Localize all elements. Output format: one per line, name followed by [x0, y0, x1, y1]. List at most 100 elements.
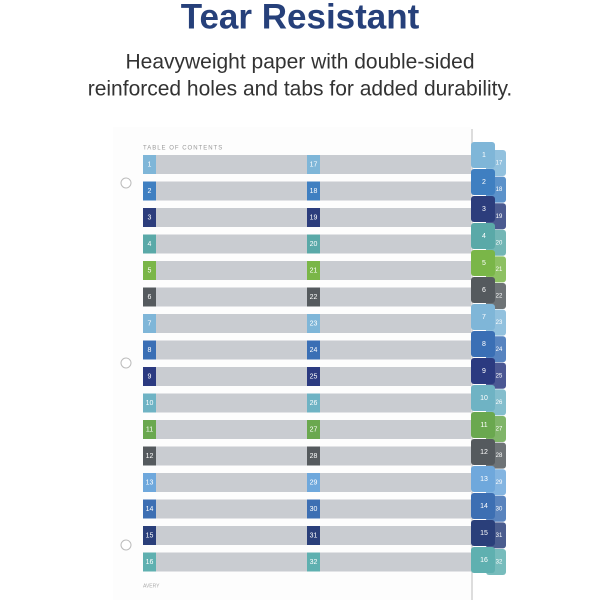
row-number: 18: [310, 188, 318, 195]
number-box: [307, 473, 320, 492]
front-tab: [471, 358, 495, 384]
number-box: [143, 234, 156, 254]
front-tab: [471, 223, 495, 249]
tab-number: 15: [480, 530, 488, 537]
tab-number: 30: [496, 506, 503, 512]
tab-number: 13: [480, 476, 488, 483]
row-number: 21: [310, 267, 318, 274]
tab-number: 26: [496, 400, 503, 406]
tab-number: 7: [482, 314, 486, 321]
sheet: [113, 127, 471, 602]
row-number: 2: [148, 188, 152, 195]
tab-number: 23: [496, 320, 503, 326]
toc-heading: TABLE OF CONTENTS: [143, 146, 223, 152]
row-number: 13: [146, 479, 154, 486]
number-box: [143, 526, 156, 545]
number-box: [307, 446, 320, 466]
row-number: 25: [310, 373, 318, 380]
row-number: 31: [310, 532, 318, 539]
front-tab: [471, 439, 495, 465]
row-number: 3: [148, 214, 152, 221]
number-box: [143, 552, 156, 572]
tab-number: 10: [480, 395, 488, 402]
row-number: 22: [310, 294, 318, 301]
front-tab: [471, 547, 495, 573]
number-box: [143, 393, 156, 413]
row-number: 7: [148, 320, 152, 327]
row-number: 4: [148, 241, 152, 248]
number-box: [307, 367, 320, 386]
subtitle: reinforced holes and tabs for added dura…: [88, 78, 513, 101]
number-box: [307, 208, 320, 227]
number-box: [307, 552, 320, 572]
number-box: [307, 420, 320, 439]
number-box: [143, 473, 156, 492]
tab-number: 22: [496, 294, 503, 300]
row-number: 26: [310, 400, 318, 407]
tab-number: 17: [496, 161, 503, 167]
number-box: [307, 526, 320, 545]
row-number: 23: [310, 320, 318, 327]
number-box: [307, 181, 320, 201]
tab-number: 21: [496, 267, 503, 273]
tab-number: 3: [482, 206, 486, 213]
row-number: 14: [146, 506, 154, 513]
row-number: 1: [148, 161, 152, 168]
number-box: [143, 181, 156, 201]
tab-number: 29: [496, 480, 503, 486]
number-box: [307, 314, 320, 333]
tab-number: 11: [480, 422, 487, 429]
row-number: 20: [310, 241, 318, 248]
hole: [120, 177, 132, 189]
tab-number: 8: [482, 341, 486, 348]
tab-number: 28: [496, 453, 503, 459]
front-tab: [471, 196, 495, 222]
tab-number: 27: [496, 427, 503, 433]
tab-number: 31: [496, 533, 503, 539]
number-box: [307, 261, 320, 280]
number-box: [307, 393, 320, 413]
tab-number: 16: [480, 557, 488, 564]
number-box: [143, 155, 156, 174]
row-number: 29: [310, 479, 318, 486]
front-tab: [471, 493, 495, 519]
row-number: 6: [148, 294, 152, 301]
tab-number: 5: [482, 260, 486, 267]
tab-number: 25: [496, 373, 503, 379]
tab-number: 6: [482, 287, 486, 294]
tab-number: 2: [482, 179, 486, 186]
title: Tear Resistant: [181, 0, 420, 36]
subtitle: Heavyweight paper with double-sided: [125, 51, 474, 74]
front-tab: [471, 304, 495, 330]
row-number: 16: [146, 559, 154, 566]
row-number: 28: [310, 453, 318, 460]
front-tab: [471, 331, 495, 357]
number-box: [143, 420, 156, 439]
row-number: 10: [146, 400, 154, 407]
number-box: [143, 340, 156, 360]
row-number: 17: [310, 161, 318, 168]
row-number: 9: [148, 373, 152, 380]
front-tab: [471, 385, 495, 411]
row-number: 24: [310, 347, 318, 354]
row-number: 15: [146, 532, 154, 539]
tab-number: 9: [482, 368, 486, 375]
row-number: 5: [148, 267, 152, 274]
row-number: 19: [310, 214, 318, 221]
row-number: 11: [146, 426, 153, 433]
number-box: [307, 155, 320, 174]
tab-number: 12: [480, 449, 488, 456]
brand: AVERY: [143, 583, 160, 589]
number-box: [143, 314, 156, 333]
front-tab: [471, 169, 495, 195]
number-box: [307, 287, 320, 307]
number-box: [143, 367, 156, 386]
front-tab: [471, 520, 495, 546]
hole: [120, 357, 132, 369]
number-box: [143, 261, 156, 280]
front-tab: [471, 250, 495, 276]
row-number: 32: [310, 559, 318, 566]
tab-number: 19: [496, 214, 503, 220]
